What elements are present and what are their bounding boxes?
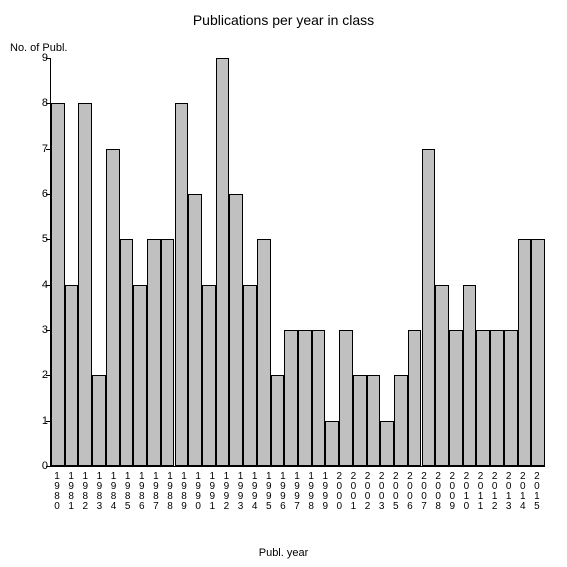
bar — [65, 285, 79, 466]
x-tick-label: 1987 — [151, 472, 161, 512]
bar — [147, 239, 161, 466]
x-tick-label: 1992 — [221, 472, 231, 512]
y-tick-mark — [46, 421, 50, 422]
bar — [202, 285, 216, 466]
bar — [394, 375, 408, 466]
x-tick-label: 2008 — [433, 472, 443, 512]
bar — [504, 330, 518, 466]
bar — [422, 149, 436, 466]
chart-container: Publications per year in class No. of Pu… — [0, 0, 567, 567]
x-tick-label: 2010 — [461, 472, 471, 512]
y-tick-mark — [46, 149, 50, 150]
y-tick-mark — [46, 375, 50, 376]
x-tick-label: 2009 — [447, 472, 457, 512]
bar — [449, 330, 463, 466]
y-tick-mark — [46, 103, 50, 104]
bar — [312, 330, 326, 466]
x-tick-label: 1980 — [52, 472, 62, 512]
bar — [78, 103, 92, 466]
bar — [518, 239, 532, 466]
y-tick-mark — [46, 58, 50, 59]
y-tick-mark — [46, 239, 50, 240]
bar — [353, 375, 367, 466]
plot-area — [50, 58, 545, 467]
x-tick-label: 2001 — [348, 472, 358, 512]
x-tick-label: 2012 — [490, 472, 500, 512]
bar — [271, 375, 285, 466]
y-tick-mark — [46, 194, 50, 195]
bar — [106, 149, 120, 466]
y-tick-label: 6 — [28, 188, 48, 200]
x-tick-label: 1998 — [306, 472, 316, 512]
y-tick-label: 7 — [28, 143, 48, 155]
bar — [463, 285, 477, 466]
bar — [408, 330, 422, 466]
bar — [476, 330, 490, 466]
y-tick-mark — [46, 466, 50, 467]
bar — [531, 239, 545, 466]
bar — [229, 194, 243, 466]
x-tick-label: 1981 — [66, 472, 76, 512]
y-tick-label: 9 — [28, 52, 48, 64]
x-tick-label: 1986 — [137, 472, 147, 512]
y-tick-label: 1 — [28, 415, 48, 427]
x-tick-label: 2014 — [518, 472, 528, 512]
x-tick-label: 1988 — [165, 472, 175, 512]
bar — [435, 285, 449, 466]
x-tick-label: 2015 — [532, 472, 542, 512]
bar — [243, 285, 257, 466]
x-tick-label: 1982 — [80, 472, 90, 512]
y-tick-mark — [46, 285, 50, 286]
x-tick-label: 1989 — [179, 472, 189, 512]
y-tick-label: 8 — [28, 97, 48, 109]
bar — [325, 421, 339, 466]
x-tick-label: 1994 — [250, 472, 260, 512]
x-tick-label: 2002 — [363, 472, 373, 512]
bar — [216, 58, 230, 466]
y-tick-label: 0 — [28, 460, 48, 472]
bar — [51, 103, 65, 466]
x-tick-label: 1991 — [207, 472, 217, 512]
chart-title: Publications per year in class — [0, 12, 567, 28]
bar — [339, 330, 353, 466]
bar — [133, 285, 147, 466]
y-tick-label: 2 — [28, 369, 48, 381]
x-tick-label: 2011 — [475, 472, 485, 512]
y-tick-label: 4 — [28, 279, 48, 291]
x-tick-label: 1985 — [123, 472, 133, 512]
y-tick-label: 5 — [28, 233, 48, 245]
y-tick-label: 3 — [28, 324, 48, 336]
x-tick-label: 2013 — [504, 472, 514, 512]
bar — [161, 239, 175, 466]
bar — [257, 239, 271, 466]
x-tick-label: 1990 — [193, 472, 203, 512]
x-tick-label: 1999 — [320, 472, 330, 512]
x-tick-label: 1995 — [264, 472, 274, 512]
x-tick-label: 1993 — [236, 472, 246, 512]
x-tick-label: 2007 — [419, 472, 429, 512]
bar — [490, 330, 504, 466]
x-tick-label: 2003 — [377, 472, 387, 512]
x-tick-label: 1983 — [94, 472, 104, 512]
bar — [120, 239, 134, 466]
bar — [367, 375, 381, 466]
x-tick-label: 2006 — [405, 472, 415, 512]
bar — [175, 103, 189, 466]
bar — [298, 330, 312, 466]
x-tick-label: 2005 — [391, 472, 401, 512]
x-tick-label: 2000 — [334, 472, 344, 512]
x-tick-label: 1984 — [109, 472, 119, 512]
bar — [284, 330, 298, 466]
x-tick-label: 1997 — [292, 472, 302, 512]
bar — [380, 421, 394, 466]
y-tick-mark — [46, 330, 50, 331]
bar — [92, 375, 106, 466]
bar — [188, 194, 202, 466]
x-tick-label: 1996 — [278, 472, 288, 512]
x-axis-label: Publ. year — [0, 547, 567, 559]
